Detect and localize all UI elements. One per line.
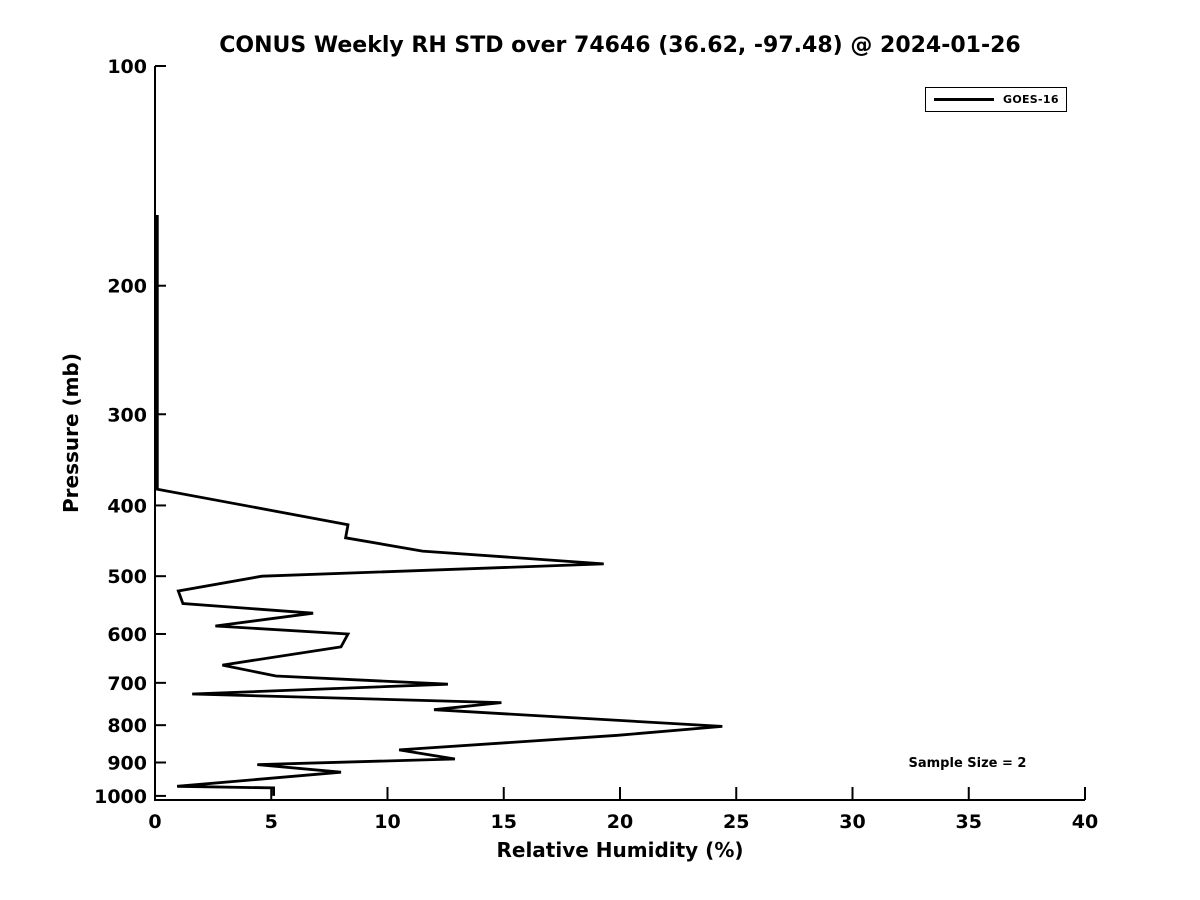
legend-line-sample bbox=[934, 98, 994, 101]
x-tick-label: 30 bbox=[839, 811, 865, 833]
x-tick-label: 40 bbox=[1072, 811, 1098, 833]
y-tick-label: 500 bbox=[107, 566, 147, 588]
chart-title: CONUS Weekly RH STD over 74646 (36.62, -… bbox=[219, 33, 1021, 58]
x-tick-label: 5 bbox=[265, 811, 278, 833]
data-line-goes-16 bbox=[155, 215, 723, 796]
y-tick-label: 800 bbox=[107, 715, 147, 737]
x-tick-label: 35 bbox=[956, 811, 982, 833]
x-tick-label: 0 bbox=[148, 811, 161, 833]
legend: GOES-16 bbox=[925, 87, 1067, 112]
x-tick-label: 20 bbox=[607, 811, 633, 833]
sample-size-annotation: Sample Size = 2 bbox=[908, 756, 1027, 771]
y-tick-label: 1000 bbox=[94, 786, 147, 808]
x-tick-label: 10 bbox=[374, 811, 400, 833]
y-tick-label: 900 bbox=[107, 753, 147, 775]
y-tick-label: 300 bbox=[107, 404, 147, 426]
y-tick-label: 100 bbox=[107, 56, 147, 78]
y-tick-label: 400 bbox=[107, 495, 147, 517]
legend-label: GOES-16 bbox=[1003, 93, 1059, 106]
x-tick-label: 25 bbox=[723, 811, 749, 833]
y-tick-label: 200 bbox=[107, 276, 147, 298]
x-tick-label: 15 bbox=[491, 811, 517, 833]
x-axis-label: Relative Humidity (%) bbox=[496, 838, 744, 862]
y-tick-label: 700 bbox=[107, 673, 147, 695]
y-tick-label: 600 bbox=[107, 624, 147, 646]
